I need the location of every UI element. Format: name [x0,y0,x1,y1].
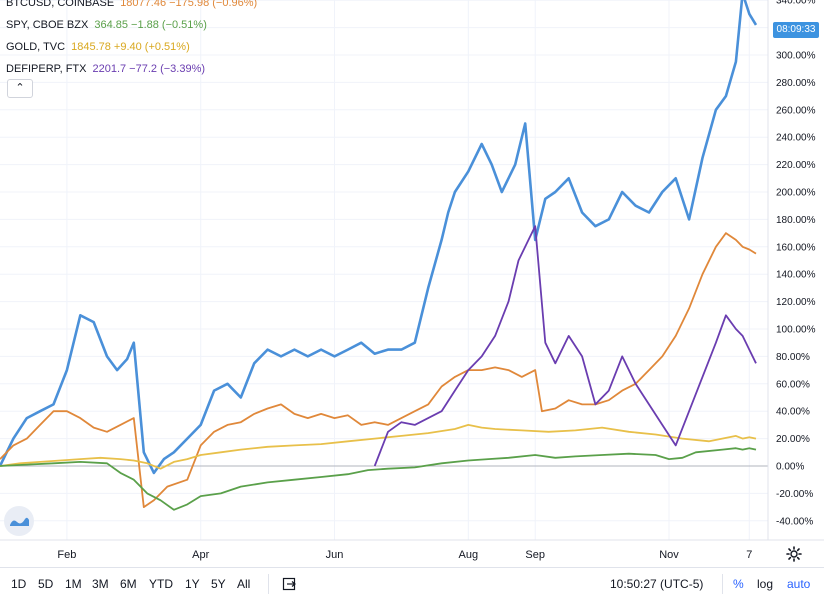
legend-row-gold[interactable]: GOLD, TVC 1845.78 +9.40 (+0.51%) [6,36,257,58]
toolbar-divider [722,574,723,594]
x-tick-label: Jun [326,549,344,561]
y-tick-label: 300.00% [776,51,816,62]
bottom-toolbar: 1D 5D 1M 3M 6M YTD 1Y 5Y All 10:50:27 (U… [0,567,824,600]
series-line-2[interactable] [0,423,757,470]
y-tick-label: 80.00% [776,352,810,363]
series-line-4[interactable] [373,225,757,467]
y-tick-label: 60.00% [776,379,810,390]
price-axis[interactable]: -40.00% -20.00% 0.00% 20.00% 40.00% 60.00% 80.… [776,0,816,527]
x-tick-label: Nov [659,549,679,561]
range-button-3m[interactable]: 3M [92,577,109,591]
y-tick-label: 220.00% [776,160,816,171]
grid-lines [0,0,768,540]
range-button-all[interactable]: All [237,577,251,591]
y-tick-label: 120.00% [776,297,816,308]
y-tick-label: 200.00% [776,188,816,199]
legend-value: 2201.7 −77.2 (−3.39%) [92,63,206,75]
y-tick-label: 40.00% [776,407,810,418]
range-button-5y[interactable]: 5Y [211,577,226,591]
x-tick-label: 7 [746,549,752,561]
x-tick-label: Feb [57,549,76,561]
gear-icon[interactable] [786,546,802,562]
y-tick-label: 20.00% [776,434,810,445]
y-tick-label: 100.00% [776,325,816,336]
y-tick-label: 260.00% [776,105,816,116]
log-scale-button[interactable]: log [757,577,774,591]
legend-value: 364.85 −1.88 (−0.51%) [94,19,207,31]
series-line-1[interactable] [0,232,757,509]
legend-symbol: GOLD, TVC [6,41,66,53]
range-button-1y[interactable]: 1Y [185,577,200,591]
legend-symbol: DEFIPERP, FTX [6,63,87,75]
range-button-1m[interactable]: 1M [65,577,82,591]
y-tick-label: 180.00% [776,215,816,226]
x-tick-label: Apr [192,549,209,561]
range-button-6m[interactable]: 6M [120,577,137,591]
range-button-5d[interactable]: 5D [38,577,54,591]
legend-value: 18077.46 −175.98 (−0.96%) [120,0,258,9]
range-button-ytd[interactable]: YTD [149,577,173,591]
legend-symbol: BTCUSD, COINBASE [6,0,115,9]
clock-readout[interactable]: 10:50:27 (UTC-5) [610,577,704,591]
series-line-0[interactable] [0,0,758,475]
x-tick-label: Aug [459,549,479,561]
y-tick-label: 280.00% [776,78,816,89]
collapse-legend-button[interactable]: ⌃ [7,79,33,98]
x-tick-label: Sep [525,549,545,561]
legend-symbol: SPY, CBOE BZX [6,19,89,31]
range-button-1d[interactable]: 1D [11,577,27,591]
time-axis[interactable]: Feb Apr Jun Aug Sep Nov 7 [57,549,752,561]
auto-scale-button[interactable]: auto [787,577,811,591]
y-tick-label: 240.00% [776,133,816,144]
legend-row-defi[interactable]: DEFIPERP, FTX 2201.7 −77.2 (−3.39%) [6,58,257,80]
y-tick-label: -40.00% [776,516,813,527]
series-line-3[interactable] [0,447,757,511]
y-tick-label: 340.00% [776,0,816,7]
y-tick-label: -20.00% [776,489,813,500]
legend-value: 1845.78 +9.40 (+0.51%) [71,41,190,53]
series-layer [0,0,758,511]
percent-scale-button[interactable]: % [733,577,744,591]
countdown-badge: 08:09:33 [773,22,819,38]
y-tick-label: 160.00% [776,242,816,253]
tradingview-logo-icon[interactable] [4,506,34,536]
legend-row-btc[interactable]: BTCUSD, COINBASE 18077.46 −175.98 (−0.96%… [6,0,257,14]
legend: BTCUSD, COINBASE 18077.46 −175.98 (−0.96%… [6,0,257,80]
y-tick-label: 0.00% [776,462,804,473]
y-tick-label: 140.00% [776,270,816,281]
legend-row-spy[interactable]: SPY, CBOE BZX 364.85 −1.88 (−0.51%) [6,14,257,36]
toolbar-divider [268,574,269,594]
go-to-date-icon[interactable] [282,576,298,592]
